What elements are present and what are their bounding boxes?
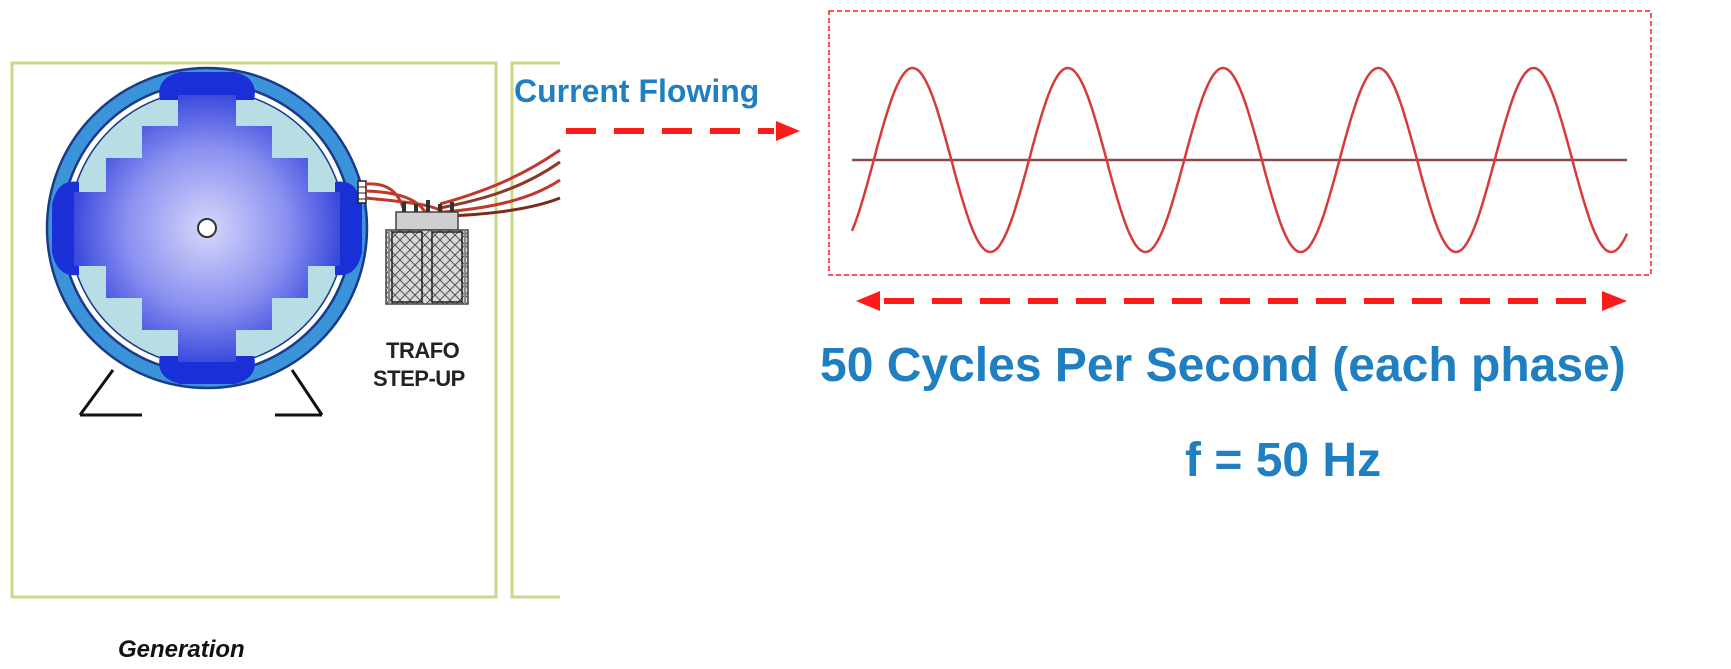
cycles-per-second-label: 50 Cycles Per Second (each phase): [820, 339, 1626, 392]
transmission-panel-edge: [510, 61, 560, 599]
transformer-icon: [385, 200, 469, 305]
current-flow-arrow: [566, 121, 800, 141]
generator-terminals: [357, 180, 367, 204]
sine-wave: [850, 66, 1629, 254]
step-up-label: STEP-UP: [373, 366, 465, 391]
trafo-label: TRAFO: [386, 338, 460, 363]
generation-label: Generation: [118, 636, 245, 663]
frequency-label: f = 50 Hz: [1185, 434, 1382, 487]
wires-icon: [365, 148, 561, 218]
period-span-arrow: [856, 291, 1627, 311]
generation-panel: [10, 61, 498, 599]
waveform-frame: [828, 10, 1652, 276]
generator-icon: [45, 66, 369, 417]
current-flowing-label: Current Flowing: [514, 73, 760, 109]
